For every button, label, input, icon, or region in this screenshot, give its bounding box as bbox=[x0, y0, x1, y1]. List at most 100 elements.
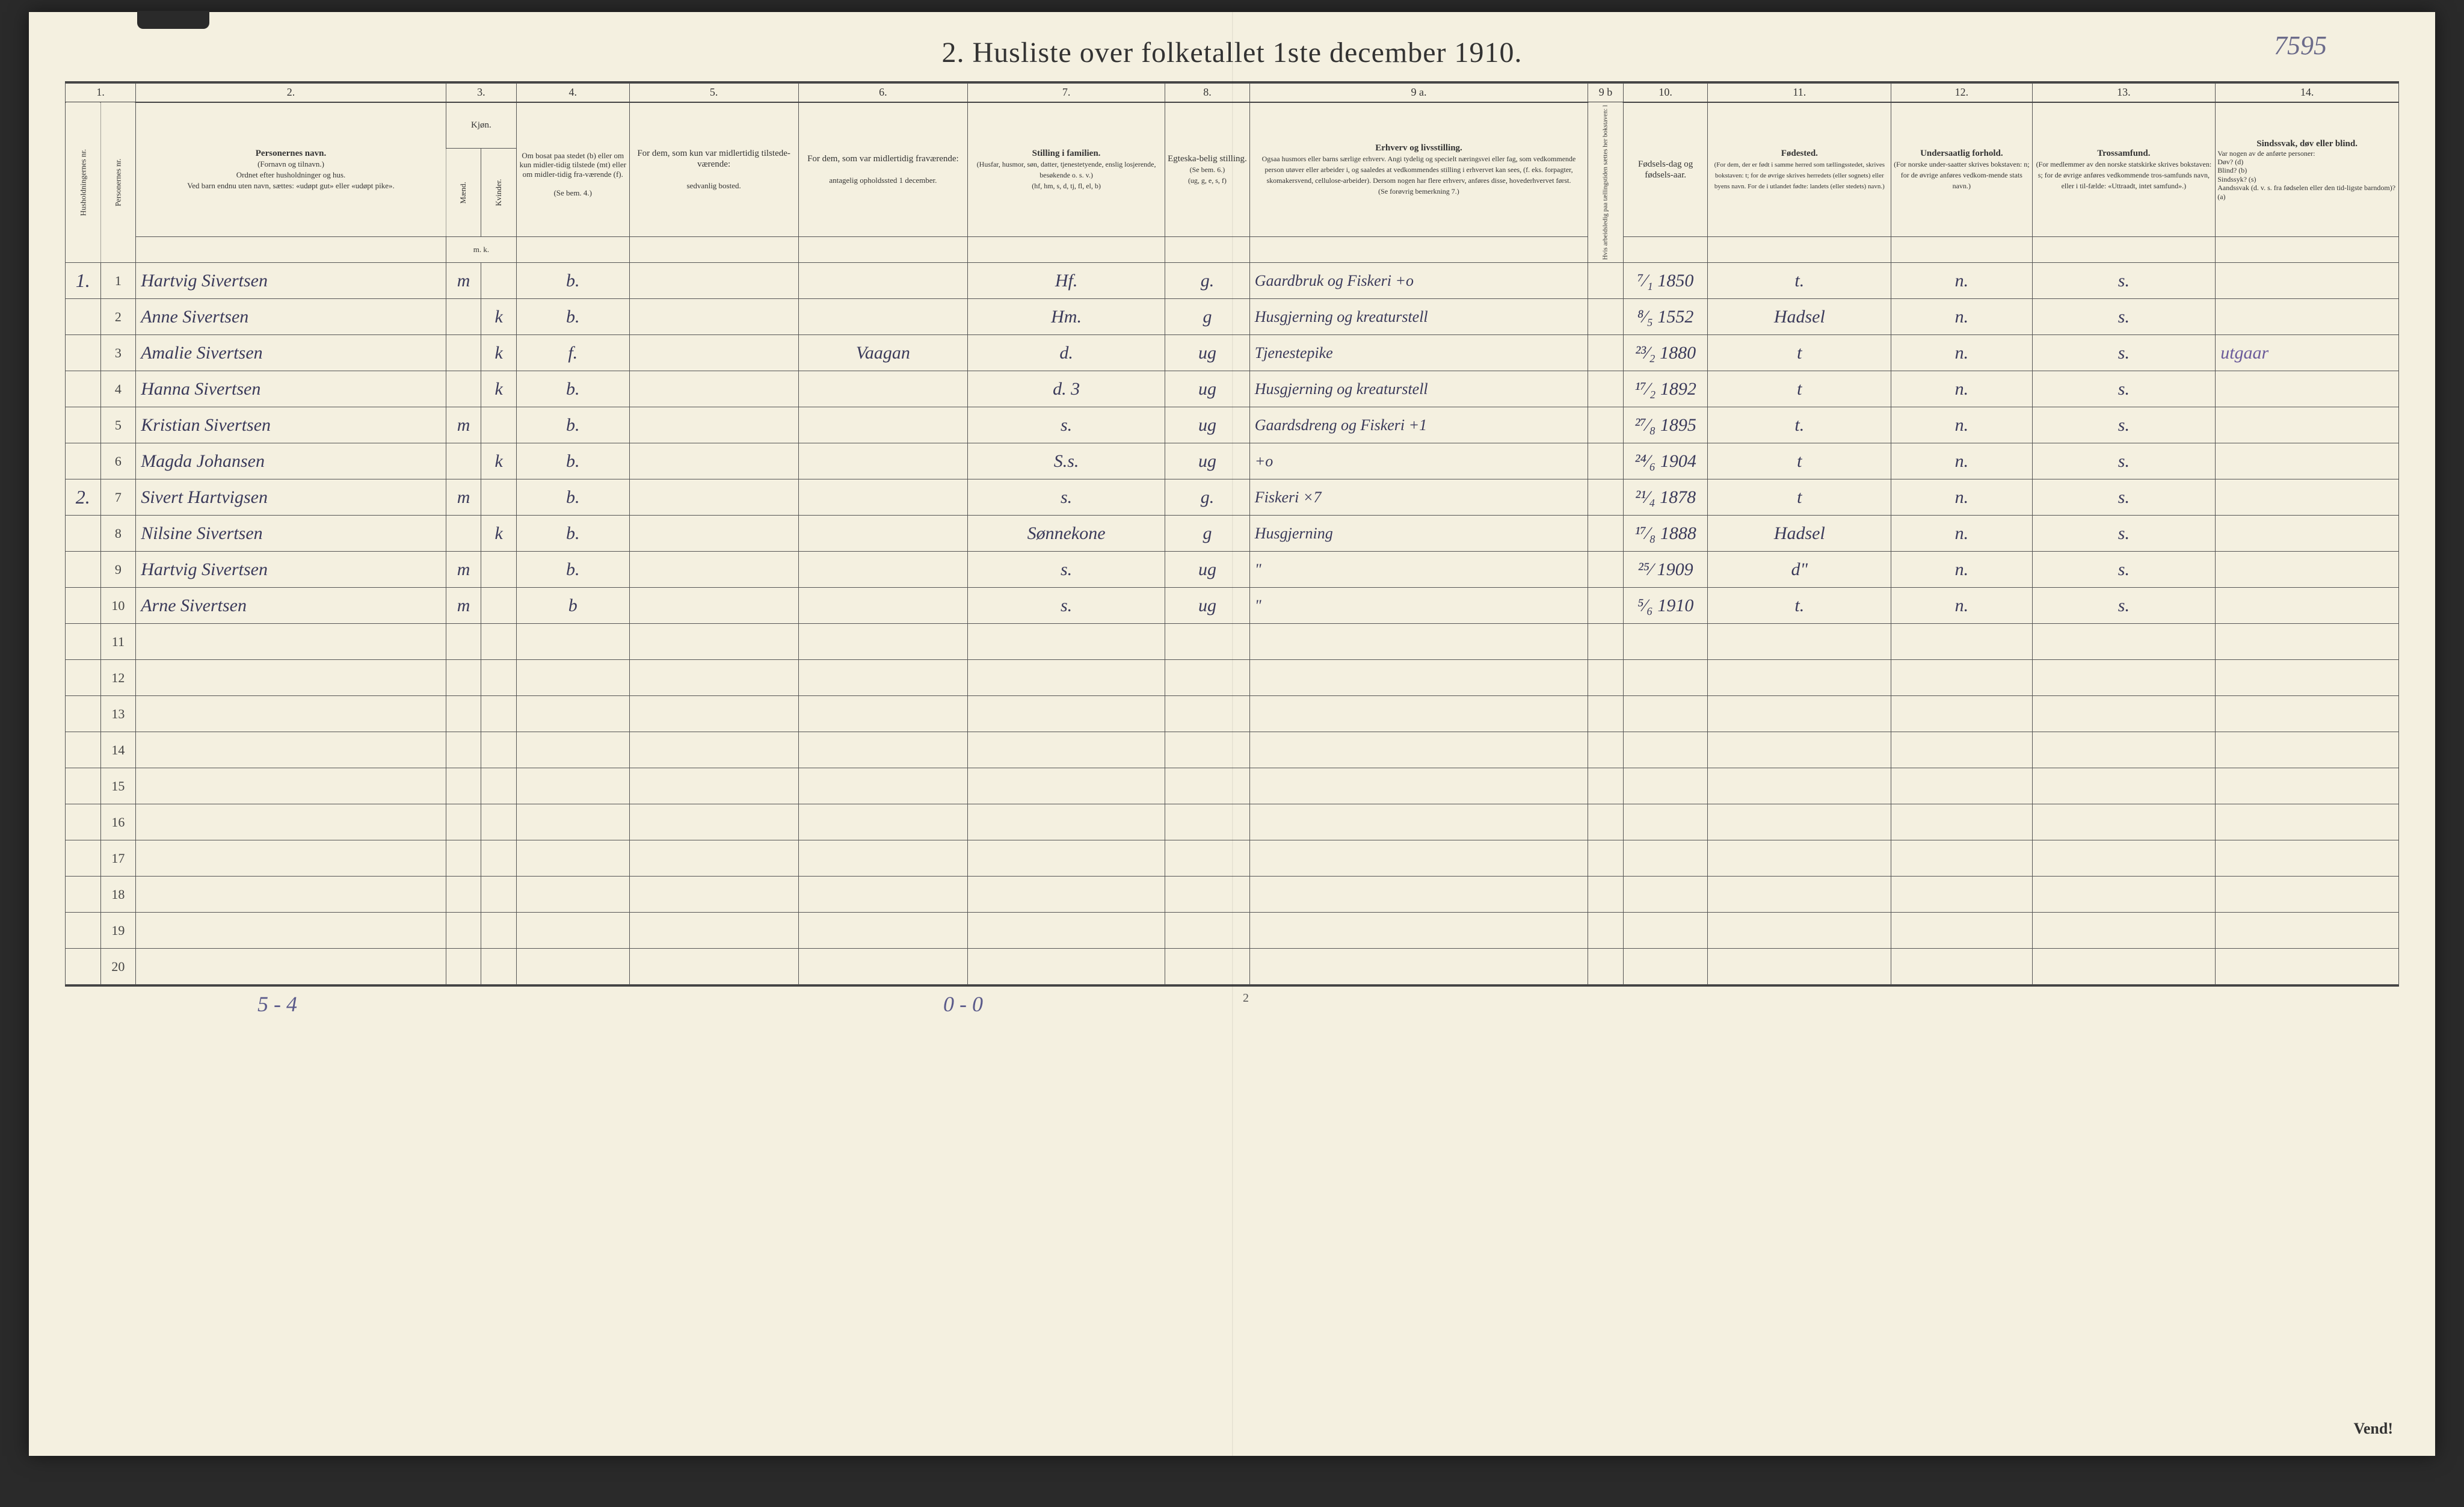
temp-absent bbox=[798, 804, 967, 840]
residence bbox=[517, 660, 630, 696]
marital bbox=[1165, 877, 1250, 913]
occupation bbox=[1249, 913, 1588, 949]
birthplace bbox=[1708, 840, 1891, 877]
nationality bbox=[1891, 949, 2032, 985]
person-num: 14 bbox=[100, 732, 136, 768]
birth-date: ⁷⁄₁ 1850 bbox=[1623, 263, 1708, 299]
nationality: n. bbox=[1891, 516, 2032, 552]
residence: b. bbox=[517, 371, 630, 407]
footer-pagenum: 2 bbox=[297, 991, 2194, 1017]
nationality: n. bbox=[1891, 335, 2032, 371]
sex-m bbox=[446, 840, 481, 877]
h6-main: For dem, som var midlertidig fraværende: bbox=[807, 154, 959, 164]
colnum-10: 10. bbox=[1623, 84, 1708, 102]
birthplace: t bbox=[1708, 443, 1891, 479]
religion bbox=[2032, 949, 2216, 985]
residence: b. bbox=[517, 516, 630, 552]
marital bbox=[1165, 732, 1250, 768]
birth-date: ²⁵⁄ 1909 bbox=[1623, 552, 1708, 588]
household-num bbox=[66, 840, 101, 877]
sex-m bbox=[446, 913, 481, 949]
person-name: Anne Sivertsen bbox=[136, 299, 446, 335]
temp-absent bbox=[798, 263, 967, 299]
unemployed bbox=[1588, 299, 1624, 335]
f4 bbox=[517, 236, 630, 262]
household-num bbox=[66, 624, 101, 660]
temp-present bbox=[629, 443, 798, 479]
sex-k: k bbox=[481, 299, 517, 335]
birth-date: ²³⁄₂ 1880 bbox=[1623, 335, 1708, 371]
table-row: 19 bbox=[66, 913, 2399, 949]
unemployed bbox=[1588, 732, 1624, 768]
residence: b. bbox=[517, 263, 630, 299]
birthplace bbox=[1708, 949, 1891, 985]
occupation bbox=[1249, 696, 1588, 732]
family-pos: s. bbox=[968, 588, 1165, 624]
person-num: 1 bbox=[100, 263, 136, 299]
birthplace bbox=[1708, 804, 1891, 840]
residence: b. bbox=[517, 407, 630, 443]
family-pos bbox=[968, 877, 1165, 913]
temp-absent bbox=[798, 949, 967, 985]
person-name: Hartvig Sivertsen bbox=[136, 552, 446, 588]
unemployed bbox=[1588, 516, 1624, 552]
f9 bbox=[1249, 236, 1588, 262]
residence bbox=[517, 949, 630, 985]
family-pos: s. bbox=[968, 407, 1165, 443]
sex-m bbox=[446, 299, 481, 335]
h12-sub: (For norske under-saatter skrives boksta… bbox=[1894, 160, 2029, 190]
family-pos: Hf. bbox=[968, 263, 1165, 299]
marital: ug bbox=[1165, 371, 1250, 407]
note bbox=[2216, 949, 2399, 985]
birth-date bbox=[1623, 877, 1708, 913]
person-name bbox=[136, 877, 446, 913]
birthplace bbox=[1708, 660, 1891, 696]
household-num bbox=[66, 588, 101, 624]
table-row: 20 bbox=[66, 949, 2399, 985]
marital: ug bbox=[1165, 335, 1250, 371]
temp-present bbox=[629, 696, 798, 732]
residence: b. bbox=[517, 443, 630, 479]
unemployed bbox=[1588, 443, 1624, 479]
residence bbox=[517, 840, 630, 877]
marital bbox=[1165, 949, 1250, 985]
marital: g. bbox=[1165, 479, 1250, 516]
sex-m bbox=[446, 516, 481, 552]
unemployed bbox=[1588, 407, 1624, 443]
sex-k bbox=[481, 588, 517, 624]
temp-absent bbox=[798, 624, 967, 660]
unemployed bbox=[1588, 660, 1624, 696]
person-num: 15 bbox=[100, 768, 136, 804]
family-pos: d. bbox=[968, 335, 1165, 371]
unemployed bbox=[1588, 913, 1624, 949]
household-num bbox=[66, 516, 101, 552]
birthplace bbox=[1708, 768, 1891, 804]
person-name: Arne Sivertsen bbox=[136, 588, 446, 624]
h8-main: Egteska-belig stilling. bbox=[1168, 154, 1247, 164]
family-pos: S.s. bbox=[968, 443, 1165, 479]
table-row: 4Hanna Sivertsenkb.d. 3ugHusgjerning og … bbox=[66, 371, 2399, 407]
sex-k bbox=[481, 804, 517, 840]
h2-foot bbox=[136, 236, 446, 262]
person-name bbox=[136, 732, 446, 768]
residence: f. bbox=[517, 335, 630, 371]
h12: Undersaatlig forhold. (For norske under-… bbox=[1891, 102, 2032, 237]
person-num: 5 bbox=[100, 407, 136, 443]
note bbox=[2216, 407, 2399, 443]
h3-main: Kjøn. bbox=[446, 102, 516, 149]
birthplace bbox=[1708, 624, 1891, 660]
family-pos bbox=[968, 624, 1165, 660]
table-row: 13 bbox=[66, 696, 2399, 732]
h9: Erhverv og livsstilling. Ogsaa husmors e… bbox=[1249, 102, 1588, 237]
colnum-7: 7. bbox=[968, 84, 1165, 102]
birthplace: t. bbox=[1708, 588, 1891, 624]
f7 bbox=[968, 236, 1165, 262]
religion bbox=[2032, 732, 2216, 768]
note bbox=[2216, 371, 2399, 407]
f6 bbox=[798, 236, 967, 262]
birth-date: ¹⁷⁄₂ 1892 bbox=[1623, 371, 1708, 407]
h11-main: Fødested. bbox=[1781, 149, 1818, 158]
residence: b. bbox=[517, 479, 630, 516]
f12 bbox=[1891, 236, 2032, 262]
family-pos bbox=[968, 696, 1165, 732]
